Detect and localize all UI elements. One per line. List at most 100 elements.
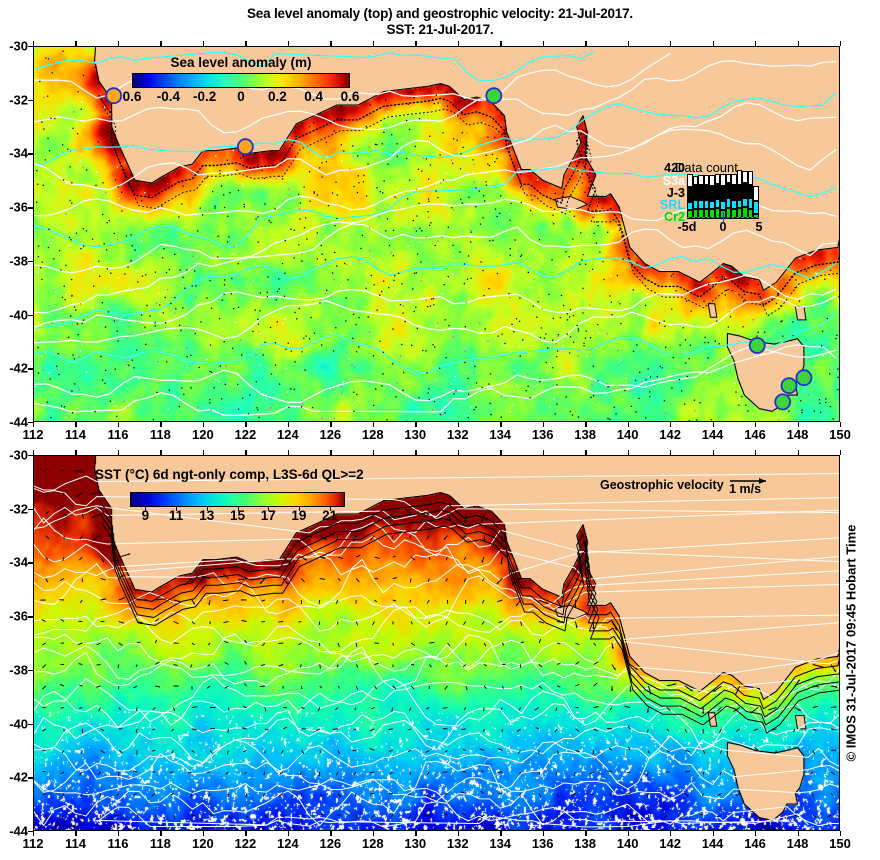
sst-colorbar-tick: 19 xyxy=(291,508,307,523)
sst-geostrophic-velocity-map[interactable] xyxy=(33,455,840,831)
sla-colorbar-tick: 0 xyxy=(237,89,245,104)
sst-colorbar-tick: 15 xyxy=(229,508,246,523)
x-axis-tick-sst: 114 xyxy=(64,836,86,851)
x-axis-tick-sla: 128 xyxy=(361,427,384,442)
x-tickmark xyxy=(840,422,842,427)
data-count-segment-srl xyxy=(725,197,732,209)
data-count-segment-j-3 xyxy=(687,187,693,203)
sla-colorbar-title: Sea level anomaly (m) xyxy=(170,55,312,70)
sla-colorbar-tick: 0.6 xyxy=(340,89,360,104)
data-count-label-j3: J-3 xyxy=(666,186,685,200)
x-axis-tick-sla: 138 xyxy=(574,427,597,442)
x-tickmark xyxy=(330,422,332,427)
y-tickmark xyxy=(28,99,34,102)
data-count-segment-s3a xyxy=(742,171,748,183)
x-tickmark xyxy=(75,831,77,836)
data-count-segment-s3a xyxy=(709,174,715,187)
imos-credit: © IMOS 31-Jul-2017 09:45 Hobart Time xyxy=(838,455,864,831)
data-count-segment-j-3 xyxy=(742,182,748,198)
x-tickmark-top xyxy=(117,450,120,455)
x-tickmark-top xyxy=(755,41,757,46)
y-tickmark xyxy=(28,368,34,370)
x-tickmark-top xyxy=(287,41,290,46)
y-axis-tick-sla: -40 xyxy=(9,307,28,323)
x-tickmark-top xyxy=(500,450,502,455)
sst-field-canvas xyxy=(33,455,840,831)
x-tickmark-top xyxy=(330,41,332,46)
x-tickmark xyxy=(542,831,545,836)
x-axis-tick-sst: 130 xyxy=(404,836,427,851)
y-tickmark xyxy=(28,153,34,155)
x-tickmark-top xyxy=(542,450,545,455)
data-count-segment-s3a xyxy=(692,175,699,186)
sst-colorbar[interactable]: 9 11 13 15 17 19 21 xyxy=(130,492,345,525)
x-axis-tick-sla: 118 xyxy=(149,427,171,442)
x-tickmark xyxy=(117,831,120,836)
x-tickmark-top xyxy=(202,41,205,46)
data-count-segment-srl xyxy=(753,201,759,215)
x-tickmark xyxy=(372,831,375,836)
x-axis-tick-sla: 134 xyxy=(489,427,512,442)
data-count-segment-j-3 xyxy=(747,184,754,198)
x-tickmark-top xyxy=(75,450,77,455)
sla-colorbar-tick: 0.2 xyxy=(267,89,287,104)
title-line-1: Sea level anomaly (top) and geostrophic … xyxy=(247,6,633,21)
y-axis-tick-sst: -38 xyxy=(9,662,28,678)
x-tickmark-top xyxy=(457,41,460,46)
y-axis-tick-sst: -30 xyxy=(9,447,28,463)
x-tickmark-top xyxy=(542,41,545,46)
x-tickmark-top xyxy=(330,450,332,455)
x-tickmark xyxy=(840,831,842,836)
x-tickmark-top xyxy=(457,450,460,455)
data-count-segment-srl xyxy=(692,200,699,210)
x-tickmark-top xyxy=(202,450,205,455)
data-count-title: Data count xyxy=(675,160,738,175)
x-tickmark-top xyxy=(840,450,842,455)
x-tickmark xyxy=(33,422,35,427)
sst-colorbar-tick: 13 xyxy=(199,508,215,523)
x-axis-tick-sst: 140 xyxy=(616,836,639,851)
x-tickmark-top xyxy=(75,41,77,46)
x-tickmark-top xyxy=(287,450,290,455)
data-count-x-label: 5 xyxy=(755,220,763,234)
data-count-segment-srl xyxy=(714,198,721,209)
data-count-segment-j-3 xyxy=(692,185,699,201)
y-axis-tick-sla: -36 xyxy=(9,199,28,215)
x-tickmark xyxy=(245,831,247,836)
sst-colorbar-tickline xyxy=(298,507,300,511)
x-axis-tick-sst: 148 xyxy=(786,836,809,851)
y-tickmark xyxy=(28,669,34,672)
x-tickmark xyxy=(330,831,332,836)
data-count-segment-s3a xyxy=(736,169,743,185)
sst-colorbar-tick: 11 xyxy=(168,508,184,523)
sla-colorbar-tick: -0.2 xyxy=(193,89,217,104)
x-tickmark xyxy=(117,422,120,427)
x-tickmark xyxy=(202,831,205,836)
geostrophic-velocity-legend: Geostrophic velocity 1 m/s xyxy=(600,475,774,496)
x-axis-tick-sst: 142 xyxy=(659,836,681,851)
data-count-max: 420 xyxy=(664,161,685,175)
data-count-segment-srl xyxy=(731,199,737,210)
y-axis-tick-sst: -40 xyxy=(9,716,28,732)
sla-colorbar[interactable]: Sea level anomaly (m) 0.6 -0.4 -0.2 0 0.2 0.4… xyxy=(123,55,360,106)
x-tickmark-top xyxy=(160,450,162,455)
data-count-segment-s3a xyxy=(720,174,726,187)
data-count-segment-srl xyxy=(703,200,710,210)
data-count-x-label: -5d xyxy=(677,220,697,234)
data-count-bar xyxy=(725,174,732,218)
data-count-legend[interactable]: Data count 420 S3a J-3 SRL Cr2 -5d 0 5 xyxy=(637,160,763,234)
x-axis-tick-sst: 138 xyxy=(574,836,597,851)
sla-colorbar-tick: -0.4 xyxy=(156,89,180,104)
x-tickmark xyxy=(245,422,247,427)
sea-level-anomaly-map[interactable] xyxy=(33,46,840,422)
x-axis-tick-sst: 136 xyxy=(531,836,554,851)
data-count-segment-s3a xyxy=(753,186,759,202)
sst-colorbar-tickline xyxy=(176,507,178,511)
credit-text: © IMOS 31-Jul-2017 09:45 Hobart Time xyxy=(843,524,859,762)
sst-colorbar-tickline xyxy=(329,507,331,511)
sst-colorbar-tick: 21 xyxy=(322,508,338,523)
x-axis-tick-sla: 150 xyxy=(829,427,851,442)
x-tickmark-top xyxy=(415,41,417,46)
y-tickmark xyxy=(28,207,34,209)
data-count-segment-s3a xyxy=(687,174,693,188)
